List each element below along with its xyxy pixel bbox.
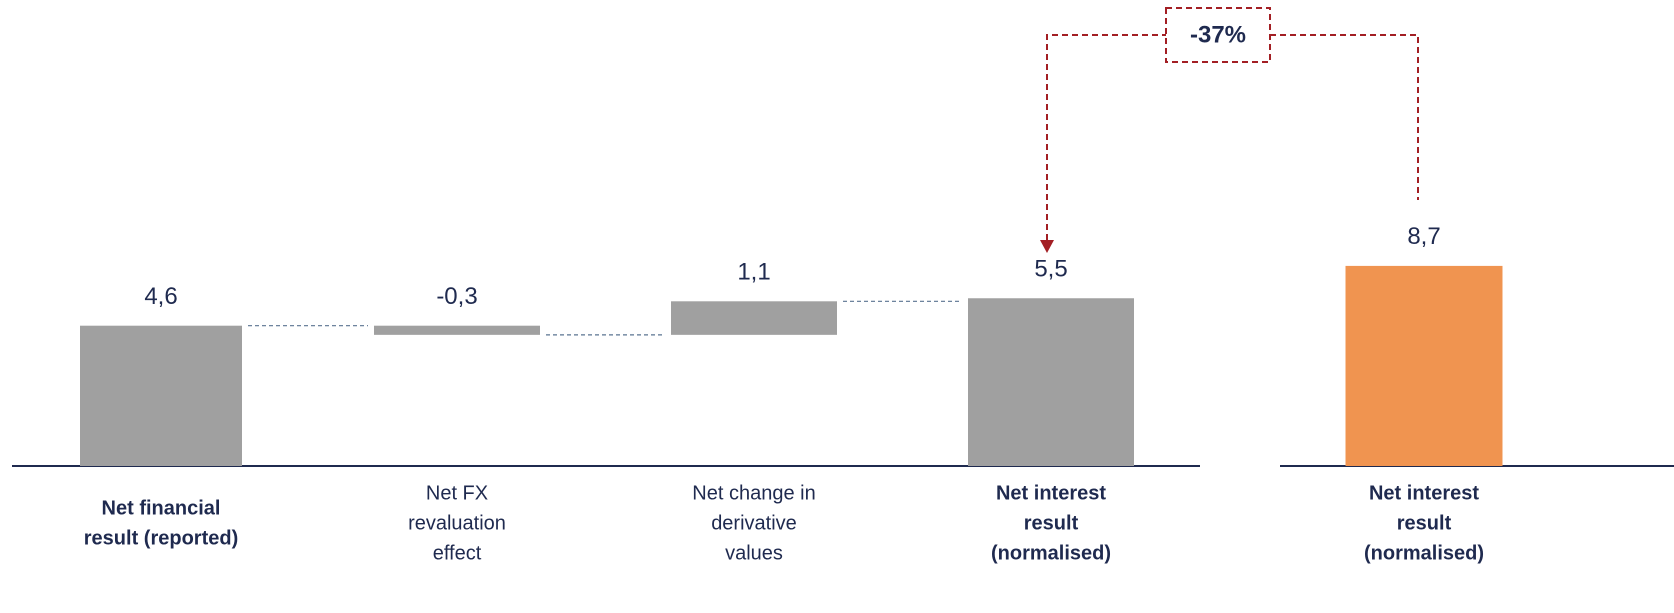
comparison-bracket <box>1046 34 1419 240</box>
x-tick-label: Net interest <box>996 482 1106 504</box>
annotation: -37% <box>1190 21 1246 48</box>
x-tick-label: Net financial <box>102 497 221 519</box>
x-tick-label: (normalised) <box>1364 542 1484 564</box>
bar <box>1345 265 1503 466</box>
bar <box>968 298 1134 466</box>
value-label: 8,7 <box>1407 223 1440 250</box>
value-label: 4,6 <box>144 283 177 310</box>
bar <box>374 325 540 335</box>
x-tick-label: revaluation <box>408 512 506 534</box>
bar <box>671 301 837 335</box>
annotation-box <box>1165 7 1271 63</box>
x-tick-label: derivative <box>711 512 797 534</box>
x-tick-label: Net interest <box>1369 482 1479 504</box>
value-label: 5,5 <box>1034 256 1067 283</box>
value-label: 1,1 <box>737 259 770 286</box>
x-tick-label: result <box>1024 512 1079 534</box>
x-tick-label: result (reported) <box>84 527 238 549</box>
arrow-head <box>1040 240 1054 253</box>
x-tick-label: Net FX <box>426 482 488 504</box>
x-tick-label: result <box>1397 512 1452 534</box>
bar <box>80 325 242 466</box>
x-tick-label: values <box>725 542 783 564</box>
x-tick-label: effect <box>433 542 482 564</box>
value-label: -0,3 <box>436 283 477 310</box>
x-tick-label: (normalised) <box>991 542 1111 564</box>
x-tick-label: Net change in <box>692 482 815 504</box>
